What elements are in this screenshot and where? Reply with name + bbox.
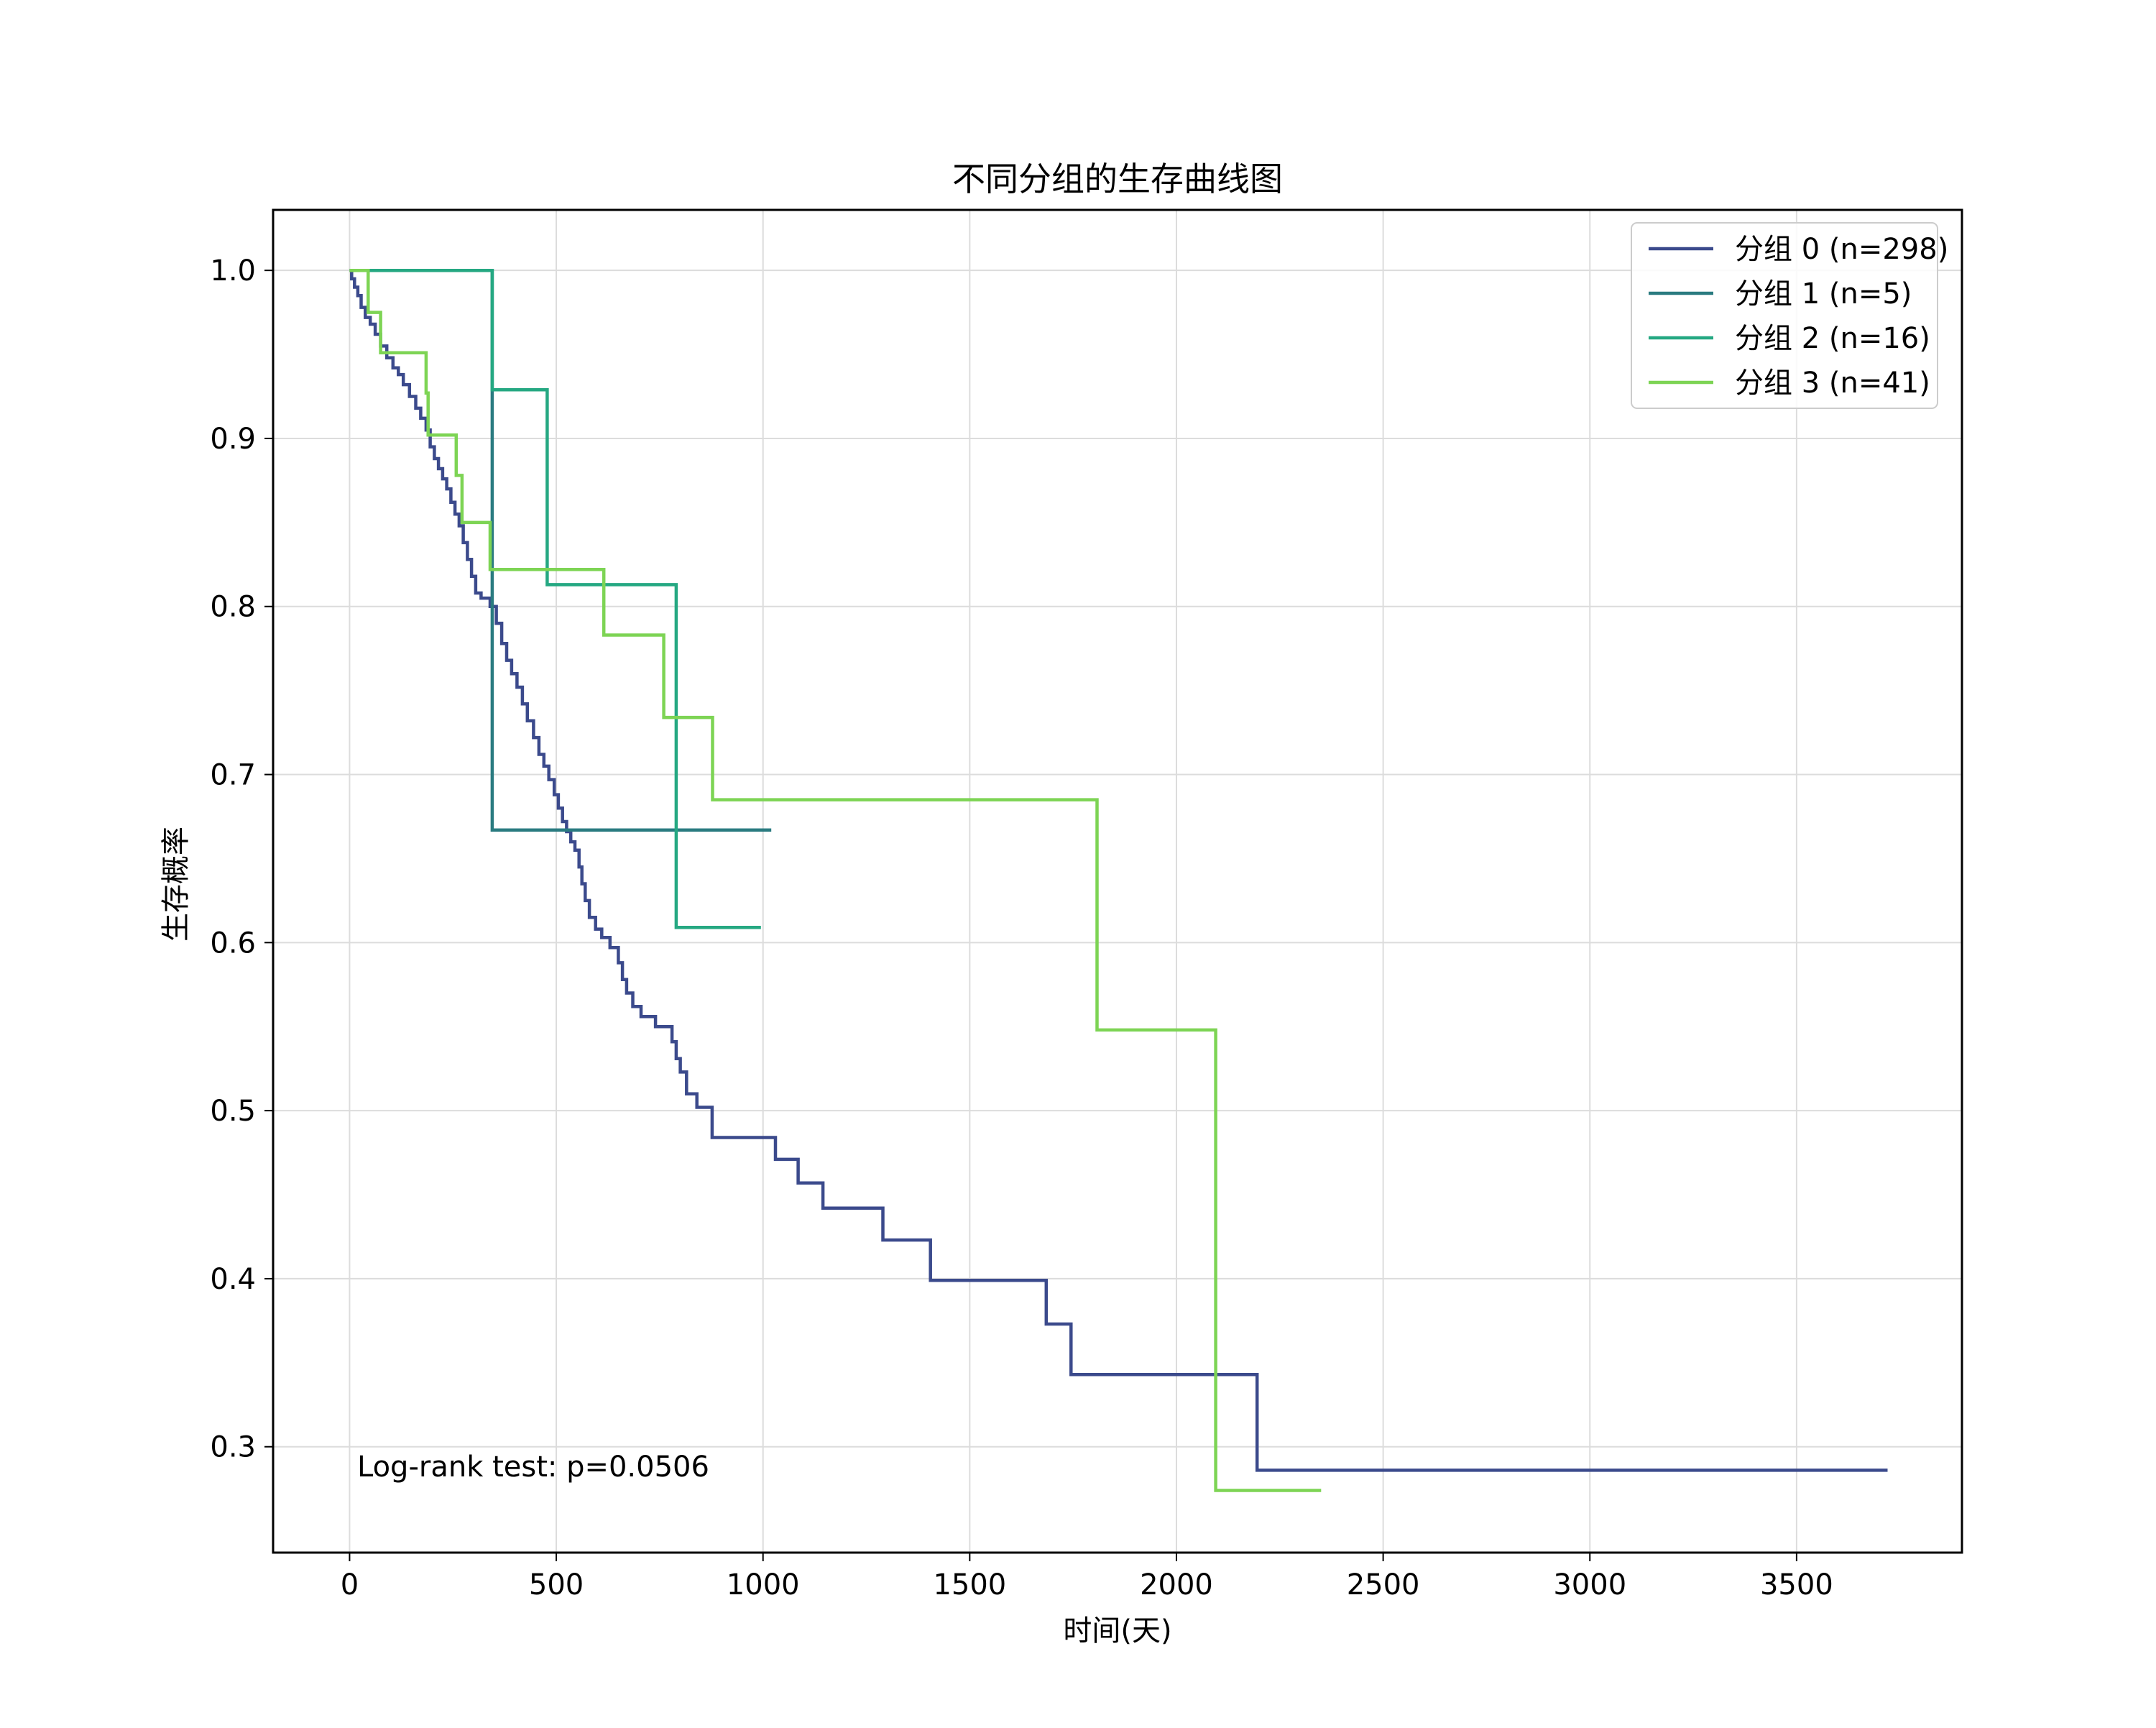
y-tick-label: 0.4	[210, 1263, 256, 1296]
y-tick-label: 1.0	[210, 254, 256, 288]
series-lines	[349, 268, 1888, 1492]
y-tick-label: 0.5	[210, 1095, 256, 1128]
legend: 分组 0 (n=298) 分组 1 (n=5) 分组 2 (n=16) 分组 3 (n…	[1631, 222, 1948, 409]
y-tick-label: 0.9	[210, 423, 256, 456]
x-tick-label: 2500	[1347, 1568, 1420, 1601]
x-axis-label: 时间(天)	[1063, 1614, 1171, 1647]
legend-items: 分组 0 (n=298) 分组 1 (n=5) 分组 2 (n=16) 分组 3 (n…	[1649, 233, 1948, 400]
y-tick-label: 0.6	[210, 927, 256, 960]
x-tick-label: 3000	[1553, 1568, 1626, 1601]
legend-label: 分组 3 (n=41)	[1735, 367, 1930, 400]
series-line-group-3	[349, 268, 1322, 1492]
plot-frame	[272, 208, 1963, 1554]
x-tick-label: 1000	[727, 1568, 800, 1601]
grid	[273, 210, 1962, 1553]
legend-label: 分组 2 (n=16)	[1735, 322, 1930, 355]
legend-box	[1631, 222, 1938, 409]
series-line-group-2	[349, 268, 761, 929]
logrank-annotation: Log-rank test: p=0.0506	[357, 1451, 709, 1484]
series-line-group-0	[349, 268, 1888, 1472]
y-tick-label: 0.3	[210, 1431, 256, 1464]
ticks: 0 500 1000 1500 2000 2500 3000 3500 0.3 0.4 0.5 0.6…	[210, 254, 1833, 1601]
legend-label: 分组 1 (n=5)	[1735, 277, 1912, 311]
x-tick-label: 1500	[933, 1568, 1006, 1601]
x-tick-label: 500	[529, 1568, 584, 1601]
y-tick-label: 0.7	[210, 759, 256, 792]
x-tick-label: 0	[341, 1568, 359, 1601]
x-tick-label: 3500	[1760, 1568, 1833, 1601]
chart-title: 不同分组的生存曲线图	[952, 160, 1283, 198]
y-tick-label: 0.8	[210, 591, 256, 624]
y-axis-label: 生存概率	[160, 827, 193, 942]
x-tick-label: 2000	[1140, 1568, 1213, 1601]
legend-label: 分组 0 (n=298)	[1735, 233, 1948, 266]
